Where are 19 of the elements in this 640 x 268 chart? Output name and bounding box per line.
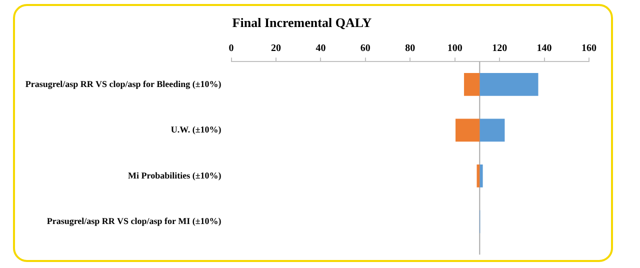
y-tick-label: Mi Probabilities (±10%)	[128, 170, 222, 180]
x-tick-label: 160	[582, 43, 596, 54]
y-tick-label: U.W. (±10%)	[170, 124, 222, 135]
chart-title: Final Incremental QALY	[232, 15, 372, 30]
bar	[464, 73, 480, 96]
x-tick-label: 0	[228, 43, 234, 54]
bar	[480, 118, 505, 142]
bar	[456, 118, 480, 142]
bar	[480, 164, 483, 188]
y-tick-label: Prasugrel/asp RR VS clop/asp for Bleeding (±10%)	[25, 78, 222, 89]
x-tick-label: 120	[492, 43, 508, 54]
x-tick-label: 40	[316, 43, 326, 54]
bar	[480, 73, 538, 96]
x-tick-label: 100	[447, 43, 462, 54]
y-tick-label: Prasugrel/asp RR VS clop/asp for MI (±10%)	[46, 216, 222, 226]
x-tick-label: 80	[405, 43, 416, 54]
x-tick-label: 60	[360, 43, 370, 54]
x-tick-label: 140	[536, 43, 552, 54]
x-tick-label: 20	[270, 43, 281, 54]
